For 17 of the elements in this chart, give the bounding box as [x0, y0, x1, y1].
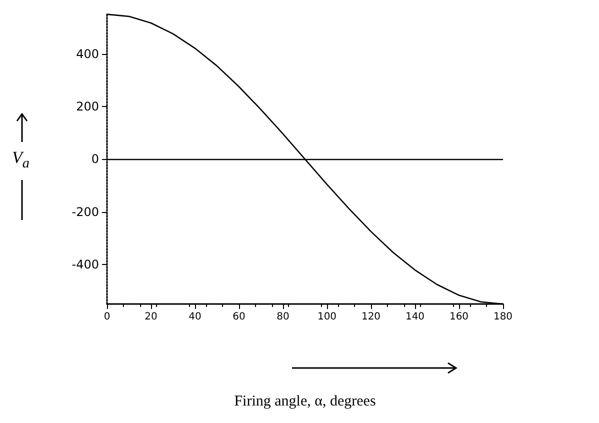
x-tick-label: 60 — [232, 312, 246, 322]
x-tick-label: 140 — [405, 312, 425, 322]
y-tick-label: 200 — [76, 99, 99, 114]
y-tick-label: 400 — [76, 46, 99, 61]
y-axis-title: V$_{a}$ — [12, 148, 30, 174]
x-tick-label: 40 — [188, 312, 202, 322]
x-tick-label: 180 — [493, 312, 513, 322]
x-axis-title: Firing angle, α, degrees — [234, 394, 376, 410]
x-tick-label: 80 — [276, 312, 290, 322]
x-tick-label: 120 — [361, 312, 381, 322]
x-tick-label: 100 — [317, 312, 337, 322]
y-tick-label: -400 — [72, 258, 99, 272]
y-tick-label: -200 — [72, 204, 99, 219]
x-tick-label: 0 — [104, 312, 110, 322]
x-tick-label: 20 — [144, 312, 158, 322]
y-tick-label: 0 — [91, 152, 99, 166]
x-tick-label: 160 — [449, 312, 469, 322]
